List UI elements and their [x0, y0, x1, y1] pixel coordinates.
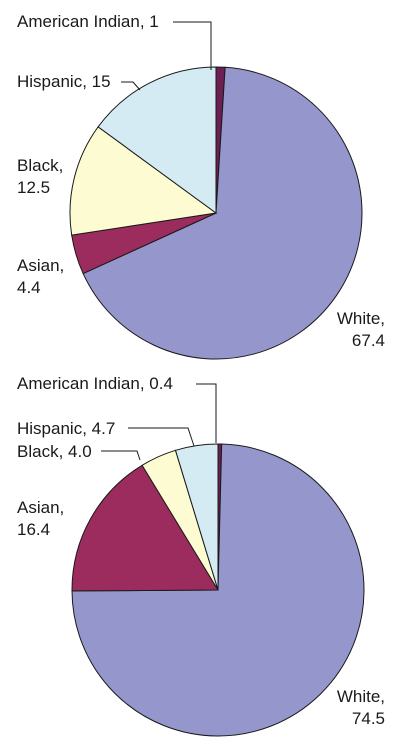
- label-line: American Indian, 0.4: [17, 374, 173, 393]
- label-asian: Asian, 4.4: [17, 256, 64, 297]
- label-line: Black, 4.0: [17, 442, 92, 461]
- label-hispanic: Hispanic, 4.7: [17, 419, 115, 438]
- label-line: 4.4: [17, 278, 41, 297]
- slice-white: [82, 66, 363, 360]
- label-line: American Indian, 1: [17, 12, 159, 31]
- slice-hispanic: [174, 443, 219, 591]
- leader-line-hispanic: [128, 427, 195, 447]
- label-line: 74.5: [352, 709, 385, 728]
- label-line: 12.5: [17, 178, 50, 197]
- leader-line-american-indian: [196, 383, 217, 443]
- label-black: Black, 12.5: [17, 156, 63, 197]
- label-line: Black,: [17, 156, 63, 175]
- label-asian: Asian, 16.4: [17, 498, 64, 539]
- slice-asian: [71, 464, 219, 592]
- leader-line-hispanic: [121, 81, 141, 91]
- pie-chart-2: American Indian, 0.4 White, 74.5 Asian, 16.4…: [17, 374, 385, 737]
- label-line: White,: [337, 687, 385, 706]
- label-line: Asian,: [17, 256, 64, 275]
- pie-chart-1: American Indian, 1 White, 67.4 Asian, 4.4 Bla…: [17, 12, 385, 360]
- leader-line-american-indian: [173, 21, 212, 70]
- label-hispanic: Hispanic, 15: [17, 72, 111, 91]
- label-line: Hispanic, 4.7: [17, 419, 115, 438]
- slice-black: [69, 126, 218, 236]
- label-american-indian: American Indian, 0.4: [17, 374, 173, 393]
- leader-line-black: [101, 450, 141, 461]
- label-white: White, 74.5: [337, 687, 385, 728]
- label-line: 16.4: [17, 520, 50, 539]
- label-line: White,: [337, 309, 385, 328]
- label-line: 67.4: [352, 331, 385, 350]
- label-line: Hispanic, 15: [17, 72, 111, 91]
- label-line: Asian,: [17, 498, 64, 517]
- label-black: Black, 4.0: [17, 442, 92, 461]
- slice-hispanic: [97, 66, 217, 214]
- label-white: White, 67.4: [337, 309, 385, 350]
- label-american-indian: American Indian, 1: [17, 12, 159, 31]
